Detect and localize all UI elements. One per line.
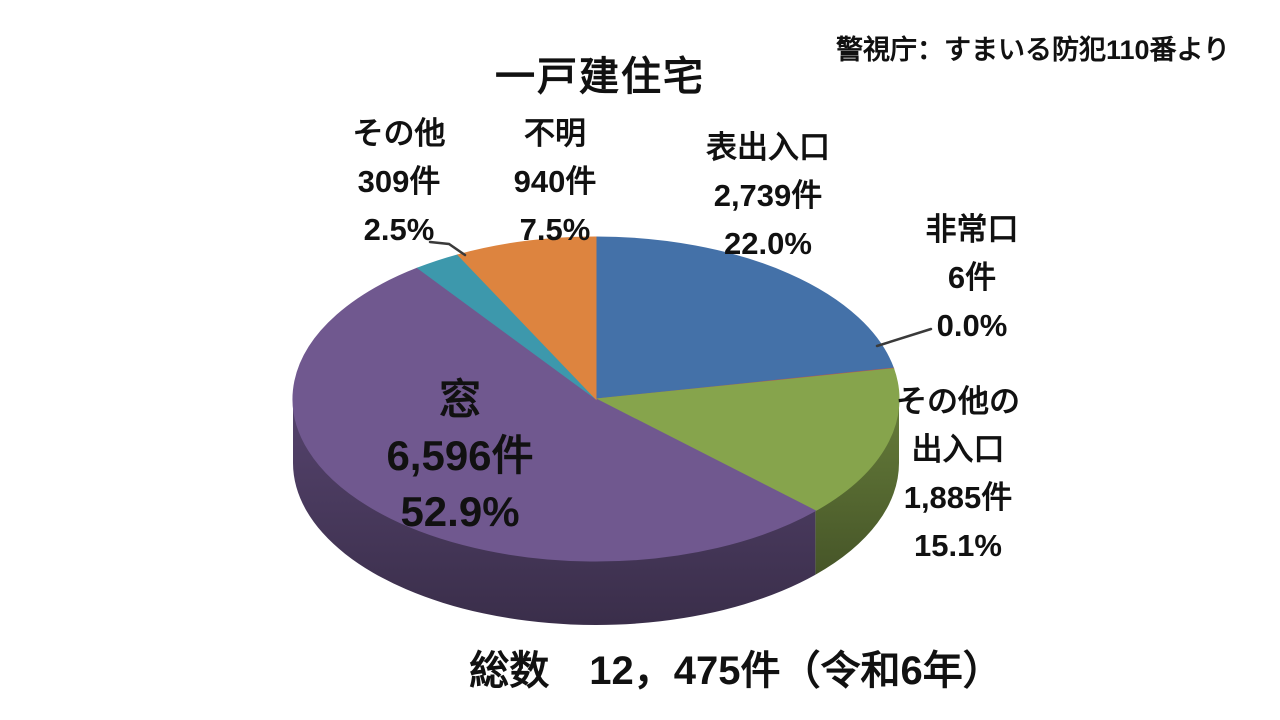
label-window-count: 6,596件: [386, 432, 534, 479]
label-front-entrance: 表出入口 2,739件 22.0%: [648, 124, 888, 268]
label-other-name: その他: [352, 116, 446, 151]
label-window-pct: 52.9%: [400, 488, 520, 535]
label-other: その他 309件 2.5%: [279, 110, 519, 254]
label-front-entrance-pct: 22.0%: [724, 226, 812, 261]
label-emergency-exit-pct: 0.0%: [936, 308, 1008, 343]
label-other-entrance-name2: 出入口: [911, 432, 1005, 467]
label-other-entrance-count: 1,885件: [903, 480, 1013, 515]
label-window-name: 窓: [438, 376, 481, 423]
pie-slice-窓: [292, 267, 817, 562]
label-other-count: 309件: [357, 164, 441, 199]
pie-slice-その他の出入口: [594, 368, 900, 512]
label-unknown-count: 940件: [513, 164, 597, 199]
label-front-entrance-count: 2,739件: [713, 178, 823, 213]
leader-line-other: [428, 240, 467, 257]
label-emergency-exit-name: 非常口: [925, 212, 1019, 247]
pie-slice-表出入口: [595, 236, 895, 400]
label-window: 窓 6,596件 52.9%: [330, 372, 590, 540]
label-other-entrance-pct: 15.1%: [914, 528, 1002, 563]
label-front-entrance-name: 表出入口: [706, 130, 830, 165]
chart-title: 一戸建住宅: [495, 55, 705, 99]
pie-side-窓: [293, 399, 816, 625]
label-unknown-pct: 7.5%: [519, 212, 591, 247]
label-other-entrance-name1: その他の: [896, 384, 1020, 419]
pie-side-その他の出入口: [815, 399, 900, 575]
label-emergency-exit: 非常口 6件 0.0%: [852, 206, 1092, 350]
total-count-label: 総数 12，475件（令和6年）: [469, 649, 1003, 693]
label-other-pct: 2.5%: [363, 212, 435, 247]
label-unknown: 不明 940件 7.5%: [435, 110, 675, 254]
label-unknown-name: 不明: [524, 116, 586, 151]
label-other-entrance: その他の 出入口 1,885件 15.1%: [838, 378, 1078, 570]
label-emergency-exit-count: 6件: [947, 260, 997, 295]
leader-line-emergency-exit: [875, 327, 933, 348]
source-credit: 警視庁：すまいる防犯110番より: [835, 35, 1230, 65]
